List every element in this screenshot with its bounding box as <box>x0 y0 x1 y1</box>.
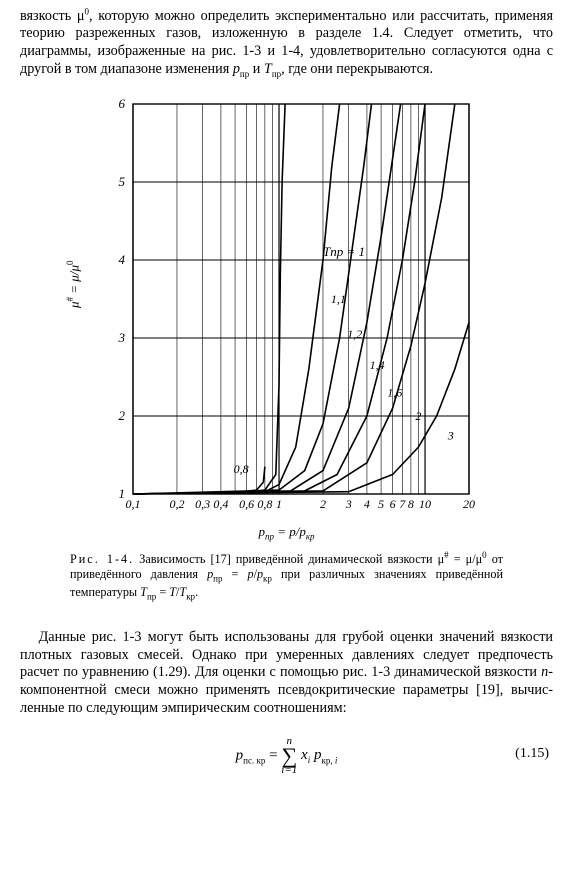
svg-text:2: 2 <box>415 409 421 423</box>
svg-text:0,3: 0,3 <box>195 497 210 511</box>
svg-text:Tпр = 1: Tпр = 1 <box>322 244 364 259</box>
para-bottom-text: Данные рис. 1-3 могут быть использованы … <box>20 629 553 716</box>
svg-text:1,6: 1,6 <box>387 386 402 400</box>
para-top-text: вязкость μ0, которую можно определить эк… <box>20 8 553 77</box>
sum-lower: i=1 <box>281 765 297 776</box>
svg-text:3: 3 <box>344 497 351 511</box>
equation-1-15: pпс. кр = n ∑ i=1 xi pкр, i (1.15) <box>0 732 573 778</box>
caption-body: Зависимость [17] приведённой динамиче­ск… <box>70 552 503 599</box>
svg-text:4: 4 <box>363 497 369 511</box>
svg-text:3: 3 <box>446 428 453 442</box>
svg-text:1,2: 1,2 <box>347 327 362 341</box>
paragraph-top: вязкость μ0, которую можно определить эк… <box>0 0 573 80</box>
svg-text:0,2: 0,2 <box>169 497 184 511</box>
svg-text:4: 4 <box>118 252 125 267</box>
svg-text:7: 7 <box>399 497 406 511</box>
svg-text:2: 2 <box>118 408 125 423</box>
svg-text:5: 5 <box>118 174 125 189</box>
svg-text:10: 10 <box>419 497 431 511</box>
figure-1-4-chart: 0,10,20,30,40,60,81234567810201234560,8T… <box>97 98 477 518</box>
svg-text:0,8: 0,8 <box>233 462 248 476</box>
equation-body: pпс. кр = n ∑ i=1 xi pкр, i <box>0 736 573 776</box>
svg-text:1: 1 <box>118 486 125 501</box>
y-axis-label: μ# = μ/μ0 <box>65 261 82 308</box>
svg-text:0,8: 0,8 <box>257 497 272 511</box>
svg-text:1: 1 <box>276 497 282 511</box>
svg-text:2: 2 <box>319 497 325 511</box>
svg-text:3: 3 <box>117 330 125 345</box>
svg-text:0,6: 0,6 <box>239 497 254 511</box>
chart-svg: 0,10,20,30,40,60,81234567810201234560,8T… <box>97 98 477 518</box>
caption-lead: Рис. 1-4. <box>70 552 134 566</box>
svg-text:5: 5 <box>378 497 384 511</box>
x-axis-label: pпр = p/pкр <box>97 524 477 542</box>
svg-text:6: 6 <box>389 497 395 511</box>
svg-text:1,1: 1,1 <box>330 292 345 306</box>
paragraph-bottom: Данные рис. 1-3 могут быть использованы … <box>0 629 573 718</box>
svg-text:6: 6 <box>118 98 125 111</box>
equation-number: (1.15) <box>515 746 549 762</box>
svg-text:0,4: 0,4 <box>213 497 228 511</box>
svg-text:1,4: 1,4 <box>369 358 384 372</box>
svg-text:0,1: 0,1 <box>125 497 140 511</box>
figure-caption: Рис. 1-4. Зависимость [17] приведённой д… <box>0 550 573 603</box>
svg-text:8: 8 <box>407 497 413 511</box>
svg-text:20: 20 <box>463 497 475 511</box>
